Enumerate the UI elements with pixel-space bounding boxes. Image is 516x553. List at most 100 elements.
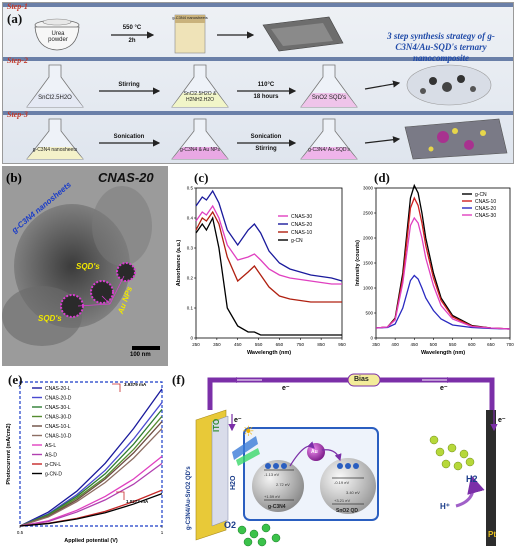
series-line-cnas-20 [375,274,511,330]
series-line-g-cn [195,216,342,336]
sqd-particle-image [406,64,492,106]
band-val-4: -0.19 eV [334,480,350,485]
panel-a-synthesis-scheme: Step-1 Step-2 Step-3 (a) [2,2,514,164]
water-label: H2O [230,475,237,490]
series-line-cnas-20 [195,189,343,282]
bias-box [347,373,381,387]
plot-frame [19,381,163,527]
x-tick-label: 750 [297,342,305,347]
sno2-sphere-label: SnO2 QD [336,508,358,514]
flask-gcn-au-label: g-C3N4 & Au NPs [179,147,221,153]
band-val-2: 2.72 eV [276,482,290,487]
gcn-sphere-label: g-C3N4 [268,504,286,510]
photocurrent-svg: 0.5 1 Applied potential (V) Photocurrent (m… [6,381,164,544]
legend-entry: AS-L [45,443,56,449]
annotation-bracket-max [112,383,121,392]
pec-diagram [195,373,498,547]
flask-ternary-label: g-C3N4/ Au-SQD's [308,147,350,153]
pl-svg: 350 400 450 500 550 600 650 700 0 500 1000 1500 2000… [355,183,514,356]
step2-band [3,57,513,61]
x-tick-label: 600 [468,342,476,347]
hydrogen-bubbles [429,435,475,471]
y-tick-label: 3000 [363,186,374,191]
sqd-label-1: SQD's [76,262,100,271]
x-tick-label: 400 [391,342,399,347]
proton-label: H⁺ [440,502,450,511]
panel-b-title: CNAS-20 [98,170,154,185]
legend-entry: g-CN [475,192,487,198]
legend-entry: CNAS-30-D [45,414,72,420]
panel-a-letter: (a) [7,11,23,26]
band-val-5: 3.40 eV [346,490,360,495]
flask-sqd-label: SnO2 SQD's [311,95,347,101]
proton-arrow [455,475,485,508]
x-axis-label: Applied potential (V) [64,538,118,544]
legend-entry: CNAS-30 [475,213,496,219]
y-tick-label: 0.5 [187,186,194,191]
series-line-as-d [19,462,163,527]
electron-label-3: e⁻ [234,417,242,424]
step2-stirring: Stirring [118,82,140,88]
y-axis-label: Intensity (counts) [355,240,361,286]
legend-entry: AS-D [45,452,57,458]
panel-b-letter: (b) [6,170,22,185]
x-tick-label: 850 [317,342,325,347]
panel-d-letter: (d) [374,170,390,185]
band-val-3: +1.59 eV [264,494,281,499]
y-tick-label: 0.2 [187,276,194,281]
light-beam [232,436,258,460]
hydrogen-label: H2 [466,474,478,484]
x-tick-label: 650 [487,342,495,347]
gcn-sphere [252,460,304,512]
step2-time: 18 hours [253,94,279,100]
flask-ternary-icon [300,118,358,160]
x-tick-label: 450 [234,342,242,347]
y-tick-label: 500 [365,311,373,316]
scalebar [132,346,160,350]
y-tick-label: 1500 [363,261,374,266]
y-axis-label: Absorbance (a.u.) [176,240,182,287]
pt-label: Pt [488,530,496,539]
panel-c-letter: (c) [194,170,209,185]
flask-sncl2-icon [26,64,84,108]
y-tick-label: 2000 [363,236,374,241]
x-axis-label: Wavelength (nm) [421,350,465,356]
legend-entry: CNAS-10-D [45,433,72,439]
electron-label-4: e⁻ [498,417,506,424]
electron-label-1: e⁻ [282,385,290,392]
legend-entry: g-CN-D [45,471,62,477]
crucible-icon [34,18,80,51]
x-tick-label: 550 [449,342,457,347]
y-tick-label: 0 [370,336,373,341]
sqd-label-2: SQD's [38,314,62,323]
panel-e-letter: (e) [8,372,23,387]
y-tick-label: 1000 [363,286,374,291]
sno2-sphere [320,458,376,514]
step3-band [3,111,513,115]
legend-entry: CNAS-10 [291,230,312,236]
step3-sonication2: Sonication [250,134,282,140]
x-tick-label: 350 [213,342,221,347]
step1-temp: 550 °C [122,25,142,31]
panel-d-pl-chart: 350 400 450 500 550 600 650 700 0 500 1000 1500 2000… [352,166,514,366]
ternary-composite-image [404,118,508,160]
y-tick-label: 0.4 [187,216,194,221]
step3-label: Step-3 [7,110,28,119]
sun-icon: ☀ [242,424,255,440]
y-tick-label: 2500 [363,211,374,216]
x-tick-label: 350 [372,342,380,347]
step3-stirring: Stirring [255,146,277,152]
step2-label: Step-2 [7,56,28,65]
x-tick-label: 250 [192,342,200,347]
step1-band [3,3,513,7]
series-line-cnas-10 [195,210,342,303]
step3-sonication: Sonication [113,134,145,140]
flask-gcn-label: g-C3N4 nanosheets [32,147,78,153]
flask-gcn-icon [26,118,84,160]
strategy-title: 3 step synthesis strategy of g-C3N4/Au-S… [387,31,495,63]
x-tick-label: 500 [430,342,438,347]
series-line-g-cn-d [19,493,163,527]
legend-entry: CNAS-20 [291,222,312,228]
urea-label: Urea powder [48,31,68,43]
scalebar-label: 100 nm [130,352,151,358]
